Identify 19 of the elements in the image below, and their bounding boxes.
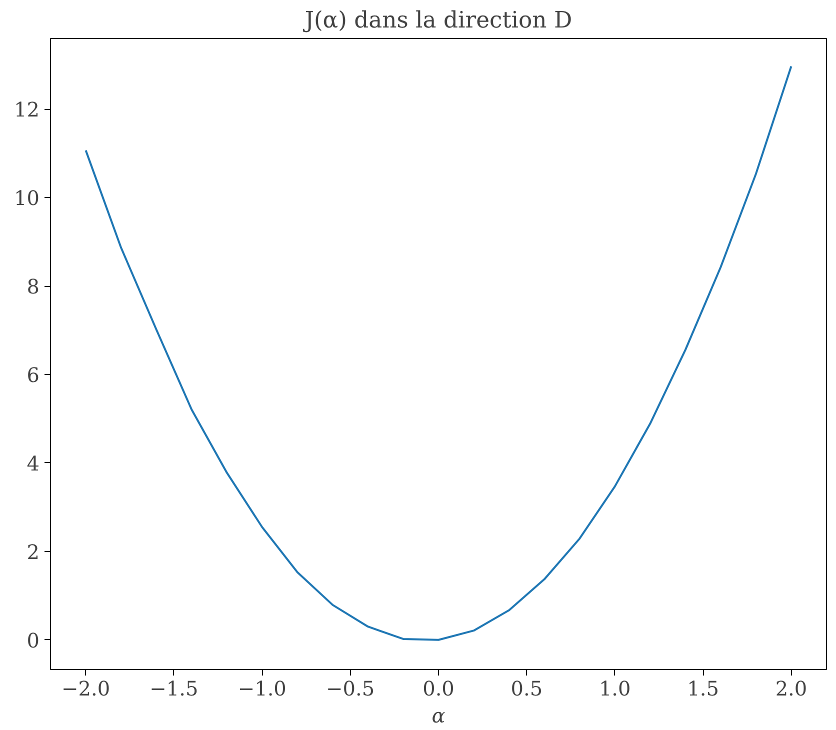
y-tick-label: 6 — [26, 363, 40, 388]
x-tick-label: 0.0 — [422, 676, 454, 700]
x-tick-label: 1.5 — [687, 676, 719, 700]
y-tick-label: 8 — [26, 274, 40, 299]
y-tick-label: 10 — [14, 186, 40, 210]
x-tick-label: −2.0 — [61, 676, 110, 700]
y-tick-label: 2 — [26, 540, 40, 564]
x-axis-title: α — [432, 704, 446, 728]
x-tick-label: 1.0 — [598, 676, 631, 700]
x-tick-label: 2.0 — [775, 676, 808, 700]
chart-title: J(α) dans la direction D — [302, 8, 572, 34]
x-tick-label: −0.5 — [326, 676, 375, 700]
line-series — [84, 65, 792, 641]
y-tick-label: 0 — [26, 628, 40, 652]
x-tick-label: 0.5 — [510, 676, 543, 700]
y-tick-label: 4 — [26, 452, 40, 476]
y-tick-label: 12 — [14, 98, 40, 122]
x-tick-label: −1.0 — [238, 676, 286, 700]
x-tick-label: −1.5 — [150, 676, 198, 700]
